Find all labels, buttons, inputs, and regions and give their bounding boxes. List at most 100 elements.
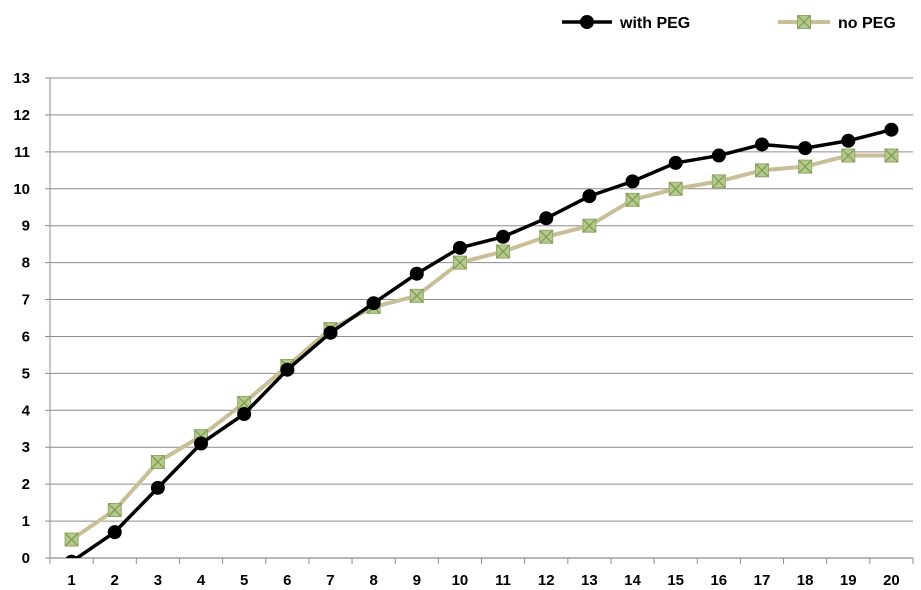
y-tick-label: 11 bbox=[14, 144, 30, 161]
marker-cross bbox=[453, 255, 467, 270]
data-point bbox=[409, 266, 424, 281]
y-tick-label: 0 bbox=[22, 550, 30, 567]
series-no-peg bbox=[64, 148, 899, 547]
x-tick-label: 1 bbox=[67, 572, 75, 589]
data-point bbox=[582, 218, 597, 233]
data-point bbox=[496, 244, 511, 259]
x-tick-label: 7 bbox=[326, 572, 334, 589]
data-point bbox=[323, 325, 338, 340]
x-tick-label: 19 bbox=[840, 572, 857, 589]
y-tick-label: 7 bbox=[22, 292, 30, 309]
data-point bbox=[150, 480, 165, 495]
x-tick-label: 5 bbox=[240, 572, 248, 589]
data-point bbox=[539, 229, 554, 244]
x-tick-label: 17 bbox=[754, 572, 771, 589]
data-point bbox=[409, 288, 424, 303]
marker-cross bbox=[711, 174, 726, 189]
y-tick-label: 5 bbox=[22, 365, 30, 382]
axes bbox=[45, 77, 914, 564]
data-point bbox=[668, 155, 683, 170]
data-point bbox=[884, 122, 899, 137]
x-tick-label: 4 bbox=[197, 572, 206, 589]
data-point bbox=[107, 503, 122, 517]
data-point bbox=[798, 141, 813, 156]
y-tick-label: 6 bbox=[22, 328, 30, 345]
x-tick-labels: 1 2 3 4 5 6 7 8 9 10 11 12 13 14 15 16 17 18 19 20 bbox=[67, 572, 899, 589]
legend-label-no-peg: no PEG bbox=[838, 15, 896, 32]
marker-cross bbox=[64, 532, 79, 547]
data-point bbox=[798, 159, 813, 174]
marker-cross bbox=[539, 229, 554, 244]
y-tick-label: 1 bbox=[22, 513, 30, 530]
data-point bbox=[754, 137, 769, 152]
series-with-peg bbox=[65, 122, 899, 558]
marker-cross bbox=[107, 503, 122, 517]
legend-item-with-peg: with PEG bbox=[562, 15, 690, 32]
data-point bbox=[65, 554, 78, 558]
data-point bbox=[452, 240, 467, 255]
data-point bbox=[539, 211, 554, 226]
data-point bbox=[625, 192, 640, 207]
legend: with PEG no PEG bbox=[562, 15, 896, 32]
x-tick-label: 18 bbox=[797, 572, 814, 589]
data-point bbox=[754, 163, 769, 178]
x-tick-label: 16 bbox=[710, 572, 727, 589]
y-tick-label: 12 bbox=[13, 107, 30, 124]
marker-cross bbox=[884, 148, 899, 163]
marker-cross bbox=[625, 192, 640, 207]
x-tick-label: 14 bbox=[624, 572, 641, 589]
marker-cross bbox=[668, 181, 683, 196]
data-point bbox=[711, 174, 726, 189]
x-tick-label: 10 bbox=[452, 572, 469, 589]
data-point bbox=[668, 181, 683, 196]
y-tick-label: 10 bbox=[13, 181, 30, 198]
data-point bbox=[884, 148, 899, 163]
x-tick-label: 11 bbox=[495, 572, 511, 589]
x-tick-label: 8 bbox=[369, 572, 377, 589]
legend-item-no-peg: no PEG bbox=[778, 15, 896, 32]
data-point bbox=[150, 455, 165, 469]
data-point bbox=[841, 148, 856, 163]
y-tick-label: 13 bbox=[13, 70, 30, 87]
y-tick-label: 4 bbox=[22, 402, 31, 419]
y-tick-label: 3 bbox=[22, 439, 30, 456]
series-line bbox=[70, 153, 892, 542]
x-tick-label: 13 bbox=[581, 572, 598, 589]
data-point bbox=[711, 148, 726, 163]
data-point bbox=[107, 525, 122, 540]
data-point bbox=[625, 174, 640, 189]
data-point bbox=[582, 189, 597, 204]
y-tick-label: 8 bbox=[22, 255, 30, 272]
y-tick-label: 2 bbox=[22, 476, 30, 493]
x-tick-label: 20 bbox=[883, 572, 900, 589]
x-tick-label: 15 bbox=[667, 572, 684, 589]
data-point bbox=[237, 407, 252, 421]
y-tick-label: 9 bbox=[22, 218, 30, 235]
x-tick-label: 3 bbox=[154, 572, 162, 589]
marker-cross bbox=[496, 244, 510, 259]
marker-cross bbox=[150, 455, 165, 469]
marker-cross bbox=[409, 288, 424, 303]
series-layer bbox=[64, 122, 899, 558]
data-point bbox=[280, 362, 295, 377]
legend-marker-with-peg bbox=[580, 15, 594, 29]
marker-cross bbox=[798, 159, 813, 174]
gridlines bbox=[50, 77, 913, 522]
x-tick-label: 12 bbox=[538, 572, 555, 589]
marker-cross bbox=[841, 148, 856, 163]
series-line bbox=[73, 127, 892, 558]
legend-marker-box bbox=[797, 15, 811, 29]
legend-marker-no-peg bbox=[797, 15, 811, 29]
x-tick-label: 2 bbox=[111, 572, 119, 589]
data-point bbox=[496, 229, 511, 244]
marker-cross bbox=[755, 163, 769, 178]
marker-cross bbox=[797, 15, 811, 29]
x-tick-label: 9 bbox=[413, 572, 421, 589]
data-point bbox=[194, 436, 209, 451]
data-point bbox=[366, 296, 381, 311]
data-point bbox=[841, 133, 856, 148]
data-point bbox=[452, 255, 467, 270]
marker-cross bbox=[237, 395, 252, 410]
